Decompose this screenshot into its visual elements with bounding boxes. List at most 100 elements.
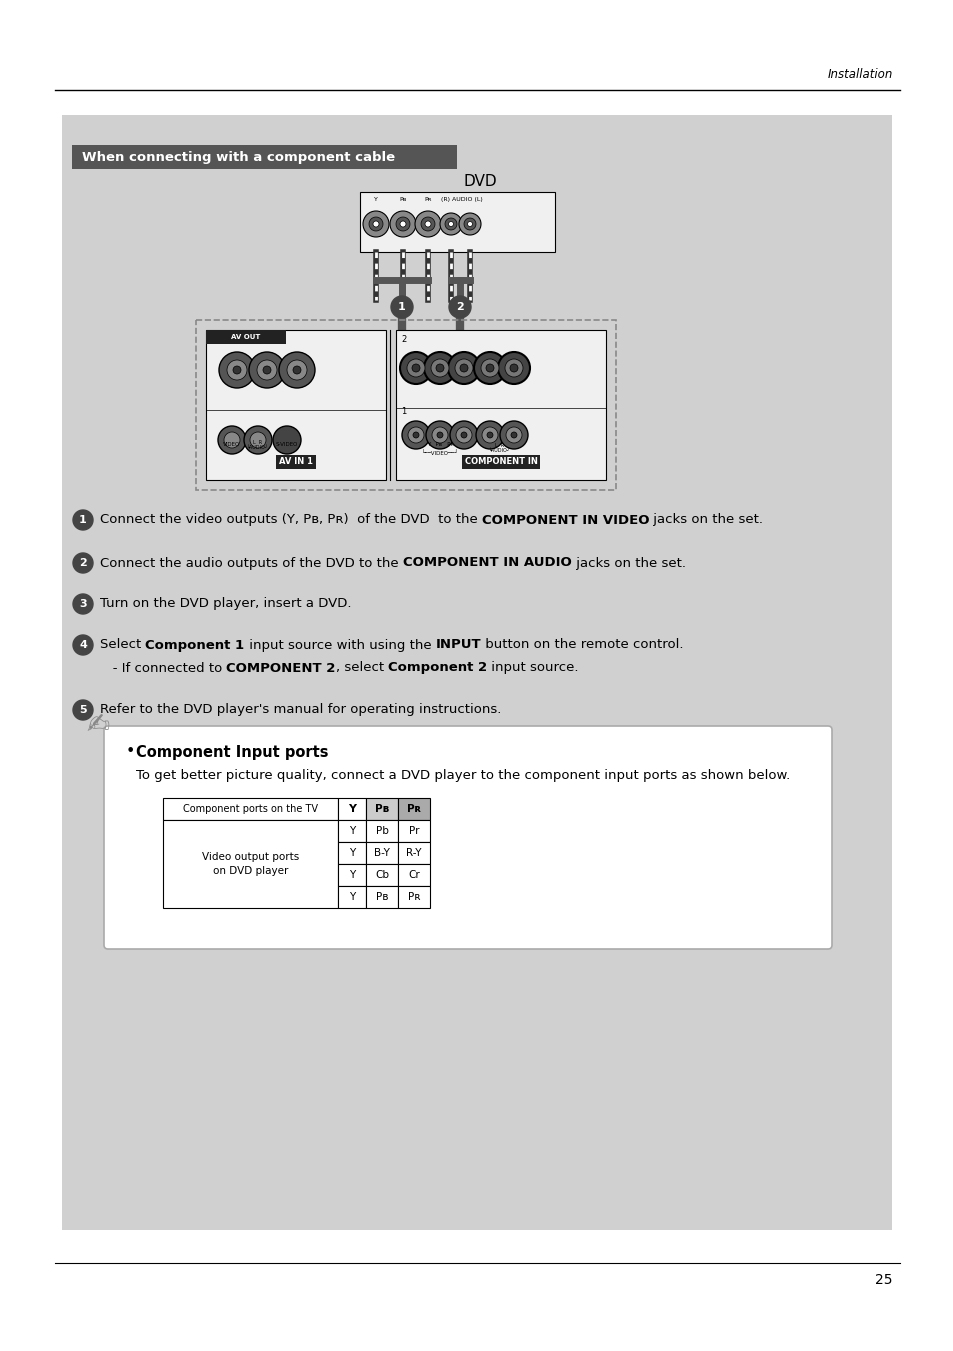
Circle shape <box>273 426 301 454</box>
Circle shape <box>399 353 432 384</box>
Bar <box>206 330 386 480</box>
Text: Cb: Cb <box>375 870 389 880</box>
Text: Pʙ: Pʙ <box>375 804 389 815</box>
Circle shape <box>423 353 456 384</box>
Circle shape <box>73 553 92 573</box>
Circle shape <box>448 353 479 384</box>
Circle shape <box>480 359 498 377</box>
Bar <box>206 330 286 345</box>
Text: 1: 1 <box>79 515 87 526</box>
Circle shape <box>449 296 471 317</box>
Circle shape <box>390 211 416 236</box>
Text: Component Input ports: Component Input ports <box>136 744 328 759</box>
Bar <box>366 842 397 865</box>
Circle shape <box>424 222 431 227</box>
Bar <box>337 886 366 908</box>
Circle shape <box>227 359 247 380</box>
Circle shape <box>224 432 240 449</box>
Circle shape <box>485 363 494 372</box>
Circle shape <box>250 432 266 449</box>
Text: Refer to the DVD player's manual for operating instructions.: Refer to the DVD player's manual for ope… <box>100 704 501 716</box>
Text: - If connected to: - If connected to <box>100 662 226 674</box>
Text: 1: 1 <box>397 303 405 312</box>
Text: L  R
└AUDIO┘: L R └AUDIO┘ <box>247 439 269 450</box>
Circle shape <box>505 427 521 443</box>
Text: input source.: input source. <box>487 662 578 674</box>
Text: Connect the audio outputs of the DVD to the: Connect the audio outputs of the DVD to … <box>100 557 402 570</box>
Text: Y: Y <box>349 892 355 902</box>
Circle shape <box>467 222 472 227</box>
Text: Pʙ: Pʙ <box>375 892 388 902</box>
Text: jacks on the set.: jacks on the set. <box>649 513 762 527</box>
Bar <box>337 842 366 865</box>
Circle shape <box>395 218 410 231</box>
Circle shape <box>244 426 272 454</box>
Circle shape <box>458 213 480 235</box>
Bar <box>163 820 337 908</box>
Bar <box>395 330 605 480</box>
Text: VIDEO: VIDEO <box>223 443 240 447</box>
Text: (R) AUDIO (L): (R) AUDIO (L) <box>440 197 482 203</box>
Circle shape <box>278 353 314 388</box>
Text: Y: Y <box>349 825 355 836</box>
Text: AV IN 1: AV IN 1 <box>278 458 313 466</box>
Circle shape <box>249 353 285 388</box>
Text: 5: 5 <box>79 705 87 715</box>
Text: Turn on the DVD player, insert a DVD.: Turn on the DVD player, insert a DVD. <box>100 597 351 611</box>
Circle shape <box>399 222 406 227</box>
Circle shape <box>73 700 92 720</box>
Circle shape <box>363 211 389 236</box>
FancyBboxPatch shape <box>104 725 831 948</box>
Text: R-Y: R-Y <box>406 848 421 858</box>
Text: INPUT: INPUT <box>435 639 480 651</box>
Text: To get better picture quality, connect a DVD player to the component input ports: To get better picture quality, connect a… <box>136 770 789 782</box>
Circle shape <box>407 359 424 377</box>
Text: DVD: DVD <box>463 174 497 189</box>
Bar <box>366 865 397 886</box>
Circle shape <box>432 427 448 443</box>
Bar <box>359 192 555 253</box>
Bar <box>62 115 891 1229</box>
Bar <box>397 842 430 865</box>
Text: AV OUT: AV OUT <box>231 334 260 340</box>
Bar <box>397 886 430 908</box>
Text: Pʀ: Pʀ <box>424 197 432 203</box>
Circle shape <box>474 353 505 384</box>
Text: ✍: ✍ <box>87 711 110 739</box>
Text: Pb: Pb <box>375 825 388 836</box>
Circle shape <box>439 213 461 235</box>
Circle shape <box>73 635 92 655</box>
Text: Video output ports: Video output ports <box>202 852 299 862</box>
Text: Y: Y <box>348 804 355 815</box>
Circle shape <box>391 296 413 317</box>
Circle shape <box>510 363 517 372</box>
Text: 3: 3 <box>79 598 87 609</box>
Text: Installation: Installation <box>827 69 892 81</box>
Text: 2: 2 <box>400 335 406 345</box>
Text: Component 2: Component 2 <box>388 662 487 674</box>
Circle shape <box>401 422 430 449</box>
Text: L  R
└AUDIO┘: L R └AUDIO┘ <box>489 443 510 454</box>
Circle shape <box>219 353 254 388</box>
Circle shape <box>420 218 435 231</box>
Text: Connect the video outputs (Y, Pʙ, Pʀ)  of the DVD  to the: Connect the video outputs (Y, Pʙ, Pʀ) of… <box>100 513 481 527</box>
Circle shape <box>476 422 503 449</box>
Text: B-Y: B-Y <box>374 848 390 858</box>
Circle shape <box>444 218 456 230</box>
Circle shape <box>456 427 472 443</box>
Text: 25: 25 <box>875 1273 892 1288</box>
Text: Pr: Pr <box>408 825 418 836</box>
Circle shape <box>233 366 241 374</box>
Circle shape <box>459 363 468 372</box>
Bar <box>337 865 366 886</box>
Bar <box>366 886 397 908</box>
Circle shape <box>499 422 527 449</box>
Bar <box>366 798 397 820</box>
Circle shape <box>373 222 378 227</box>
Text: button on the remote control.: button on the remote control. <box>480 639 683 651</box>
Text: S-VIDEO: S-VIDEO <box>275 443 298 447</box>
Text: 1: 1 <box>400 408 406 416</box>
Circle shape <box>415 211 440 236</box>
Circle shape <box>511 432 517 438</box>
Bar <box>71 145 456 169</box>
